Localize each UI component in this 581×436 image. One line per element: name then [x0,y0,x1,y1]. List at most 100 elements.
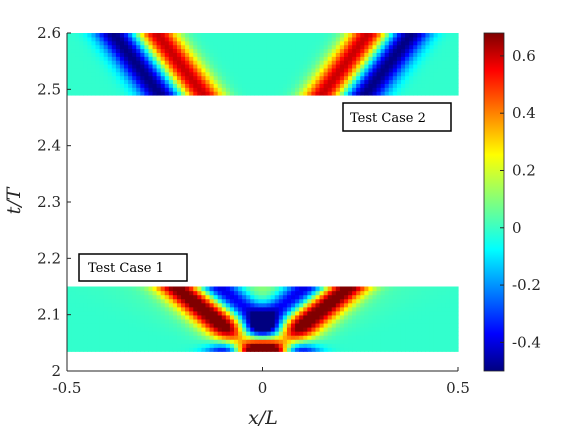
heat-cell [356,302,361,308]
heat-cell [360,347,365,352]
heat-cell [99,322,105,328]
heat-cell [282,44,288,50]
heat-cell [449,335,455,340]
heat-cell [119,44,125,50]
heat-cell [372,339,378,344]
heat-cell [136,302,141,308]
heat-cell [103,63,109,69]
heat-cell [107,343,113,348]
heat-cell [193,339,198,344]
heat-cell [384,79,390,84]
heat-cell [185,79,190,84]
case2-label: Test Case 2 [350,111,426,126]
heat-cell [181,56,186,61]
heat-cell [136,63,141,69]
heat-cell [258,60,264,65]
heat-cell [197,63,202,69]
heat-cell [181,75,186,81]
heat-cell [323,56,329,61]
heat-cell [453,302,459,308]
heat-cell [217,302,223,308]
heat-cell [233,302,239,308]
heat-cell [246,318,251,324]
heat-cell [270,286,276,292]
heat-cell [388,48,394,53]
heat-cell [319,79,325,84]
colorbar-tick-label: 0.6 [512,47,536,65]
heat-cell [136,56,141,61]
heat-cell [103,306,109,312]
heat-cell [185,339,190,344]
heat-cell [176,71,182,77]
heat-cell [453,83,459,88]
heat-cell [176,339,182,344]
heat-cell [400,302,406,308]
heat-cell [128,310,133,316]
heat-cell [160,67,166,73]
heat-cell [152,302,158,308]
heat-cell [164,302,170,308]
heat-cell [205,87,211,92]
heat-cell [327,36,333,42]
heat-cell [286,87,292,92]
heat-cell [413,298,418,304]
heat-cell [352,326,357,332]
heat-cell [396,326,402,332]
heat-cell [242,339,247,344]
heat-cell [343,67,349,73]
heat-cell [225,56,231,61]
heat-cell [71,87,76,92]
heat-cell [111,33,117,38]
heat-cell [185,294,190,300]
heat-cell [311,91,317,96]
heat-cell [380,310,386,316]
heat-cell [87,52,93,57]
heat-cell [343,326,349,332]
heat-cell [238,87,243,92]
heat-cell [327,339,333,344]
heat-cell [449,79,455,84]
heat-cell [107,331,113,336]
heat-cell [144,302,150,308]
heat-cell [286,347,292,352]
heat-cell [335,314,341,320]
heat-cell [348,310,353,316]
heat-cell [262,83,268,88]
heat-cell [307,36,312,42]
heat-cell [225,67,231,73]
heat-cell [396,63,402,69]
heat-cell [295,48,300,53]
heat-cell [168,343,174,348]
heat-cell [144,290,150,296]
heat-cell [372,322,378,328]
heat-cell [111,79,117,84]
heat-cell [262,40,268,46]
heat-cell [238,33,243,38]
heat-cell [103,286,109,292]
heat-cell [258,322,264,328]
heat-cell [213,294,219,300]
heat-cell [242,290,247,296]
heat-cell [258,71,264,77]
heat-cell [233,75,239,81]
heat-cell [307,52,312,57]
heat-cell [258,331,264,336]
heat-cell [409,75,414,81]
heat-cell [319,91,325,96]
heat-cell [286,52,292,57]
heat-cell [75,67,80,73]
heat-cell [372,306,378,312]
heat-cell [376,310,382,316]
heat-cell [152,33,158,38]
heat-cell [201,322,207,328]
heat-cell [136,335,141,340]
heat-cell [201,75,207,81]
heat-cell [445,290,451,296]
heat-cell [405,36,410,42]
heat-cell [233,60,239,65]
heat-cell [172,67,178,73]
heat-cell [103,71,109,77]
heat-cell [266,322,272,328]
heat-cell [132,286,137,292]
heat-cell [449,40,455,46]
